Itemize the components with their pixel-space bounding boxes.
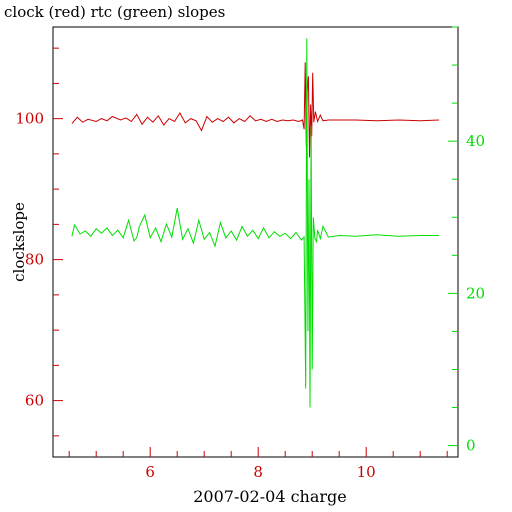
- y-axis-label: clockslope: [10, 202, 28, 282]
- x-axis-label: 2007-02-04 charge: [193, 487, 347, 506]
- plot-frame: [52, 26, 459, 458]
- left-tick-label: 100: [15, 110, 44, 128]
- x-tick-label: 8: [253, 463, 263, 481]
- right-tick-label: 20: [466, 284, 485, 302]
- right-tick-label: 40: [466, 132, 485, 150]
- rtc-series-line: [71, 38, 440, 408]
- clock-series-line: [71, 62, 440, 158]
- left-tick-label: 60: [25, 392, 44, 410]
- x-tick-label: 6: [145, 463, 155, 481]
- left-tick-label: 80: [25, 251, 44, 269]
- axis-ticks: 6 8 10 60 80 100 0 20 40: [15, 26, 485, 481]
- right-tick-label: 0: [466, 437, 476, 455]
- x-tick-label: 10: [357, 463, 376, 481]
- series-lines: [71, 38, 440, 408]
- chart-title: clock (red) rtc (green) slopes: [4, 3, 225, 21]
